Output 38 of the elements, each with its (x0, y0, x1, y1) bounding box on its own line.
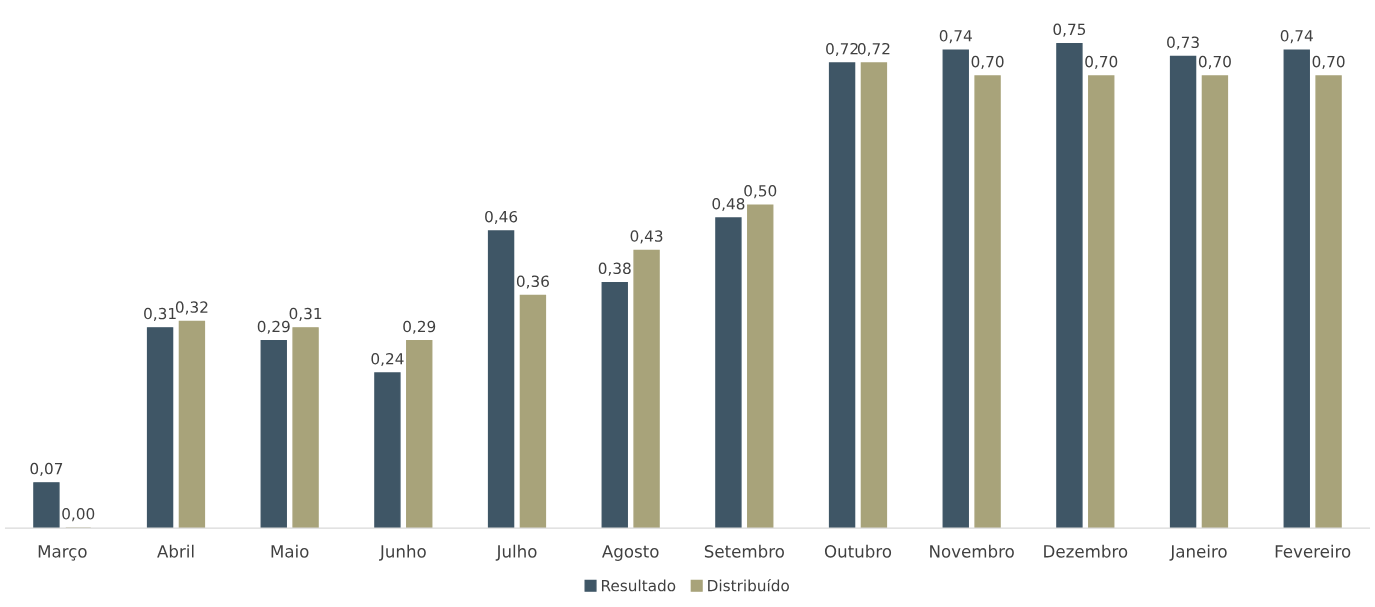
x-tick-label: Março (38, 545, 87, 561)
x-tick-label: Julho (495, 544, 537, 561)
x-tick-label: Novembro (930, 544, 1014, 558)
data-label: 0,31 (289, 307, 322, 321)
data-label: 0,70 (1085, 55, 1118, 69)
data-label: 0,70 (1198, 55, 1231, 69)
data-label: 0,00 (62, 508, 95, 522)
data-label: 0,74 (1280, 30, 1313, 44)
x-tick-label: Janeiro (1169, 544, 1227, 561)
data-label: 0,07 (30, 462, 63, 476)
data-label: 0,74 (939, 30, 972, 44)
data-label: 0,70 (1312, 55, 1345, 69)
x-tick-label: Outubro (824, 544, 892, 558)
data-label: 0,75 (1053, 23, 1086, 37)
x-tick-label: Maio (271, 544, 309, 558)
x-tick-label: Dezembro (1044, 544, 1128, 558)
data-label: 0,38 (598, 262, 631, 276)
x-tick-label: Junho (379, 544, 426, 561)
data-label: 0,72 (857, 42, 890, 57)
x-tick-label: Fevereiro (1275, 544, 1351, 558)
data-label: 0,48 (712, 197, 745, 212)
data-label: 0,73 (1167, 36, 1199, 50)
data-label: 0,50 (744, 185, 777, 199)
data-label: 0,36 (516, 275, 549, 289)
x-tick-label: Setembro (704, 544, 784, 558)
data-label: 0,24 (371, 352, 404, 367)
data-label: 0,43 (630, 230, 663, 244)
data-label: 0,72 (826, 42, 858, 57)
data-label: 0,32 (175, 301, 208, 315)
x-tick-label: Agosto (602, 545, 659, 561)
legend-label: Distribuído (708, 578, 789, 592)
data-label: 0,46 (485, 210, 518, 224)
legend-label: Resultado (601, 579, 676, 592)
data-label: 0,29 (257, 320, 290, 334)
data-label: 0,31 (144, 307, 176, 321)
data-label: 0,70 (971, 55, 1004, 69)
data-label: 0,29 (403, 320, 436, 334)
x-tick-label: Abril (157, 544, 194, 558)
